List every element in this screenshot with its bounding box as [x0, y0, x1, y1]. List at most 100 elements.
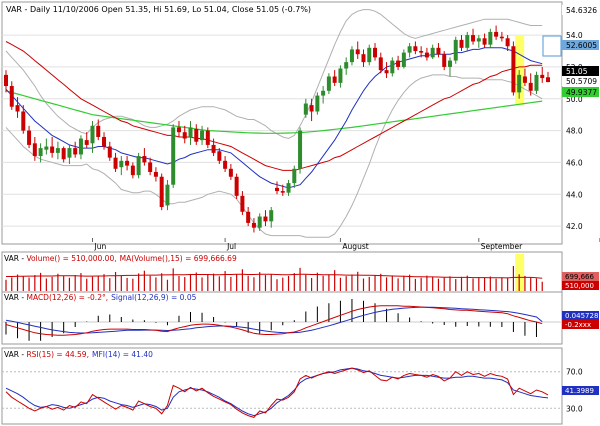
candle-body — [384, 70, 389, 74]
candle-body — [188, 127, 193, 137]
volume-highlight-rect — [515, 254, 525, 291]
sma-50-line — [5, 41, 543, 171]
volume-tag-value: 510,000 — [565, 282, 594, 290]
candle-body — [361, 54, 366, 63]
macd-line — [5, 305, 543, 336]
highlight-rect — [515, 35, 525, 106]
price-tag-upper: 52.6005 — [566, 41, 597, 50]
candle-body — [355, 49, 360, 55]
candle-body — [165, 184, 170, 206]
candle-body — [505, 38, 510, 47]
rsi-panel: VAR - RSI(15) = 44.59, MFI(14) = 41.40 30… — [1, 347, 599, 425]
candle-body — [90, 125, 95, 144]
volume-legend-ma: MA(Volume(),15) = 699,666.69 — [120, 254, 237, 263]
candle-body — [442, 54, 447, 67]
candle-body — [61, 148, 66, 160]
macd-tag-signal: 0.045728 — [565, 312, 598, 320]
candle-body — [338, 68, 343, 83]
price-tag-ma-bg — [562, 87, 599, 97]
rsi-line — [5, 367, 549, 418]
candle-body — [315, 95, 320, 112]
candle-body — [534, 74, 539, 91]
candle-body — [430, 47, 435, 58]
candle-body — [119, 160, 124, 168]
candle-body — [84, 140, 89, 145]
candle-body — [78, 138, 83, 155]
candle-body — [200, 130, 205, 141]
candle-body — [171, 127, 176, 185]
price-tick-label: 46.0 — [566, 158, 583, 167]
candle-body — [540, 74, 545, 79]
candle-body — [292, 168, 297, 184]
candle-body — [413, 46, 418, 52]
candle-body — [332, 76, 337, 83]
candle-body — [482, 38, 487, 45]
macd-tag-macd: -0.2xxx — [565, 321, 591, 329]
candle-body — [205, 130, 210, 145]
macd-legend-prefix: VAR - — [4, 293, 26, 302]
candle-body — [136, 156, 141, 176]
candle-body — [459, 39, 464, 48]
candle-body — [401, 52, 406, 67]
macd-panel-frame — [1, 291, 563, 345]
price-x-label: Jun — [93, 242, 106, 251]
candle-body — [349, 49, 354, 63]
annotation-box — [542, 35, 562, 57]
rsi-tick-label: 30.0 — [566, 404, 583, 413]
candle-body — [269, 210, 274, 222]
price-x-label: August — [342, 242, 368, 251]
candle-body — [15, 105, 20, 112]
price-tick-label: 48.0 — [566, 127, 583, 136]
candle-body — [159, 176, 164, 207]
candle-body — [182, 132, 187, 139]
candle-body — [55, 148, 60, 153]
candle-body — [240, 195, 245, 212]
bollinger-upper-line — [5, 9, 543, 140]
macd-legend-signal: Signal(12,26,9) = 0.05 — [111, 293, 196, 302]
candle-body — [27, 130, 32, 145]
candle-body — [96, 125, 101, 137]
candle-body — [246, 211, 251, 223]
price-tag-close-bg — [562, 66, 599, 76]
candle-body — [344, 62, 349, 69]
candle-body — [125, 160, 130, 166]
price-indicator-lines — [5, 9, 543, 238]
candle-body — [494, 31, 499, 37]
candle-body — [465, 35, 470, 48]
candle-body — [453, 39, 458, 61]
volume-legend-prefix: VAR - — [4, 254, 26, 263]
candle-body — [21, 111, 26, 131]
candle-body — [142, 156, 147, 163]
macd-signal-line — [5, 306, 543, 334]
volume-tag-ma: 699,666 — [565, 273, 594, 281]
candle-body — [367, 47, 372, 63]
rsi-legend: VAR - RSI(15) = 44.59, MFI(14) = 41.40 — [4, 350, 153, 359]
candle-body — [378, 57, 383, 71]
candle-body — [257, 216, 262, 228]
candle-body — [303, 103, 308, 115]
volume-ma-line — [6, 273, 543, 279]
price-tags: 54.6326 52.6005 51.05 50.5709 49.9377 — [562, 5, 599, 97]
volume-legend-value: Volume() = 510,000.00, — [26, 254, 116, 263]
candle-body — [280, 191, 285, 193]
candle-body — [67, 148, 72, 158]
candle-body — [50, 146, 55, 153]
candle-body — [217, 151, 222, 161]
macd-lines — [5, 305, 543, 336]
price-panel: VAR - Daily 11/10/2006 Open 51.35, Hi 51… — [1, 1, 600, 251]
volume-panel: VAR - Volume() = 510,000.00, MA(Volume(),… — [1, 251, 599, 293]
price-tag-top-bg — [562, 5, 599, 15]
sma-200-line — [5, 90, 543, 134]
price-tick-label: 42.0 — [566, 222, 583, 231]
candle-body — [113, 157, 118, 169]
candle-body — [511, 46, 516, 93]
candle-body — [471, 35, 476, 42]
volume-tag-ma-bg — [562, 272, 599, 281]
candle-body — [373, 47, 378, 58]
rsi-legend-rsi: RSI(15) = 44.59, — [26, 350, 89, 359]
candle-body — [4, 74, 8, 87]
candle-body — [309, 105, 314, 112]
candle-body — [38, 148, 43, 157]
volume-ma-polyline — [6, 273, 543, 279]
